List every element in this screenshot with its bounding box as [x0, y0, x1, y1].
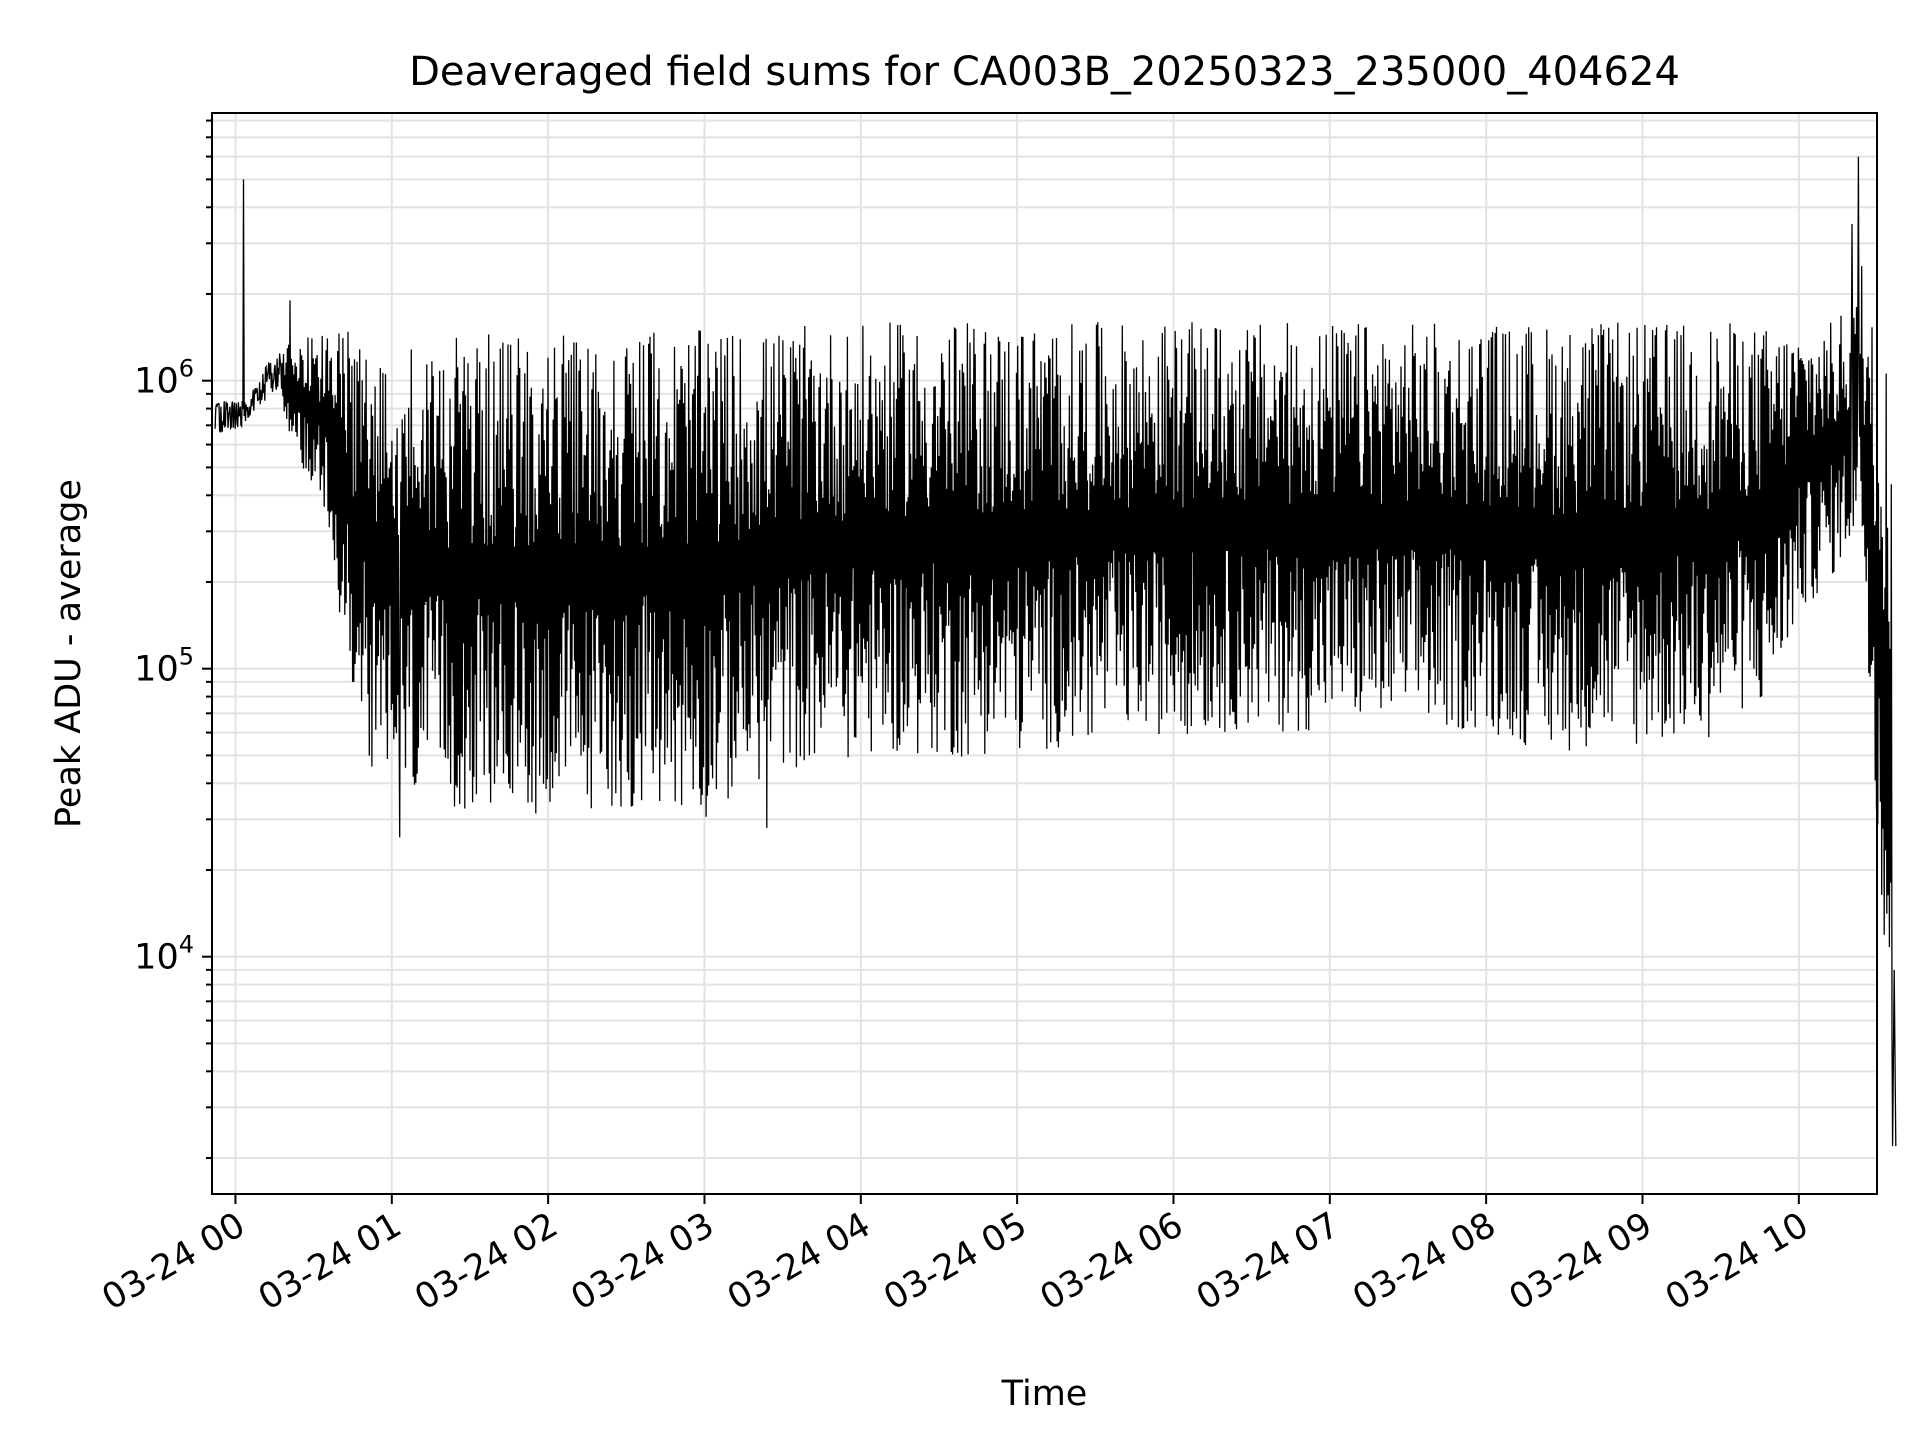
y-tick-label-base: 10 [134, 650, 179, 690]
plot-area-frame [211, 112, 1878, 1195]
chart-title: Deaveraged field sums for CA003B_2025032… [409, 49, 1680, 95]
y-tick-label: 104 [134, 931, 194, 978]
series-line [214, 156, 1897, 1147]
y-tick-label-exponent: 6 [179, 355, 194, 383]
series-line-group [214, 156, 1897, 1147]
y-tick-label: 105 [134, 643, 194, 690]
y-tick-label: 106 [134, 355, 194, 402]
y-tick-label-exponent: 5 [179, 643, 194, 671]
y-tick-label-exponent: 4 [179, 931, 194, 959]
x-axis-label: Time [1001, 1374, 1088, 1414]
y-tick-label-base: 10 [134, 938, 179, 978]
y-tick-label-base: 10 [134, 362, 179, 402]
y-axis-label: Peak ADU - average [49, 479, 89, 828]
